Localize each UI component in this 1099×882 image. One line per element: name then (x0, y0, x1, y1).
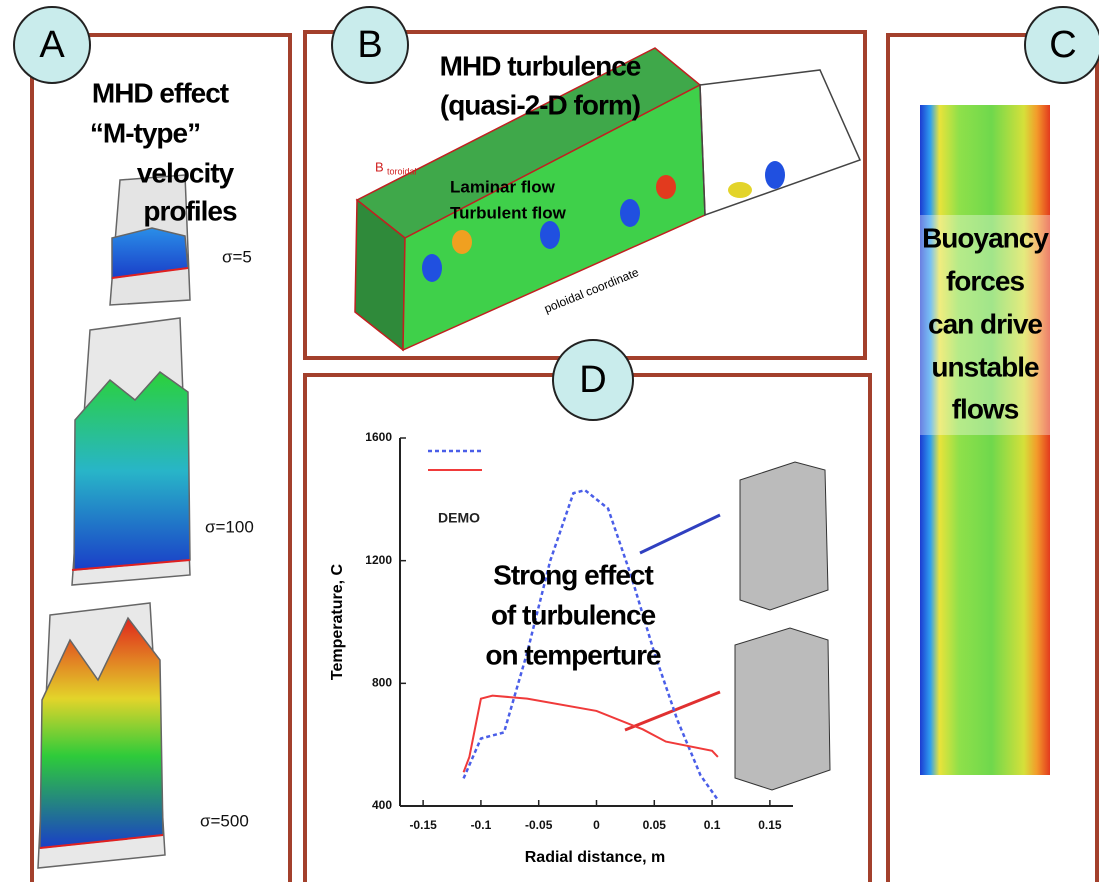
x-tick-label: -0.1 (471, 818, 492, 832)
demo-label: DEMO (438, 510, 480, 526)
panel-text: MHD turbulence (440, 50, 641, 81)
x-tick-label: -0.05 (525, 818, 553, 832)
buoyancy-field (920, 105, 1050, 775)
y-axis-label: Temperature, C (329, 563, 346, 680)
y-tick-label: 1600 (365, 430, 392, 444)
panel-text: velocity (137, 157, 235, 188)
x-tick-label: 0.1 (704, 818, 721, 832)
panel-letter: B (357, 24, 382, 66)
panel-text: can drive (928, 308, 1042, 339)
panel-text: “M-type” (90, 117, 200, 148)
plot: 400 800 1200 1600 -0.15 -0.1 -0.05 0 0.05 0.1 0.15 (365, 430, 793, 832)
mesh-thumbnails (625, 462, 830, 790)
sigma-label: σ=5 (222, 247, 252, 266)
panel-text: on temperture (485, 639, 661, 670)
panel-letter: D (579, 359, 606, 401)
y-tick-label: 400 (372, 798, 392, 812)
panel-text: Buoyancy (922, 222, 1049, 253)
field-label: toroidal (387, 166, 417, 176)
sigma-label: σ=100 (205, 517, 254, 536)
y-tick-label: 1200 (365, 553, 392, 567)
x-tick-label: 0 (593, 818, 600, 832)
slide: A MHD effect “M-type” velocity profiles … (0, 0, 1099, 882)
x-tick-label: 0.05 (643, 818, 667, 832)
panel-letter: C (1049, 24, 1076, 66)
panel-text: unstable (931, 351, 1039, 382)
panel-text: Strong effect (493, 559, 653, 590)
panel-text: (quasi-2-D form) (440, 89, 640, 120)
sigma-label: σ=500 (200, 811, 249, 830)
flow-label: Turbulent flow (450, 203, 567, 222)
field-label: B (375, 159, 384, 174)
panel-text: of turbulence (491, 599, 656, 630)
flow-label: Laminar flow (450, 177, 556, 196)
x-tick-label: 0.15 (758, 818, 782, 832)
panel-letter: A (39, 24, 65, 66)
x-axis-label: Radial distance, m (525, 849, 666, 866)
panel-text: MHD effect (92, 77, 229, 108)
profile-boxes (38, 175, 190, 868)
x-tick-label: -0.15 (409, 818, 437, 832)
panel-text: flows (952, 393, 1019, 424)
y-tick-label: 800 (372, 676, 392, 690)
panel-text: forces (946, 265, 1024, 296)
panel-text: profiles (143, 195, 237, 226)
